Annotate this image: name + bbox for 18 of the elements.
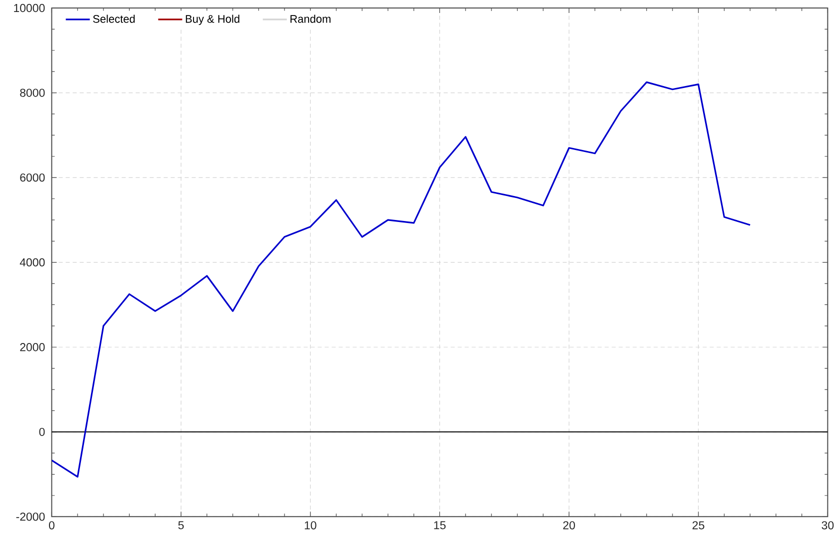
x-tick-label: 30 bbox=[822, 521, 834, 530]
x-tick-label: 10 bbox=[304, 521, 316, 530]
legend-label: Random bbox=[290, 14, 330, 23]
y-tick-label: 8000 bbox=[20, 88, 45, 97]
x-tick-label: 15 bbox=[434, 521, 446, 530]
legend-label: Selected bbox=[93, 14, 135, 23]
line-series bbox=[52, 81, 751, 478]
x-tick-label: 5 bbox=[178, 521, 184, 530]
y-tick-label: 0 bbox=[39, 428, 45, 436]
y-tick-label: 2000 bbox=[20, 343, 45, 352]
y-tick-label: 6000 bbox=[20, 173, 45, 182]
x-tick-label: 25 bbox=[692, 521, 704, 530]
y-tick-label: 10000 bbox=[14, 4, 45, 12]
x-tick-label: 20 bbox=[563, 521, 575, 530]
legend-label: Buy & Hold bbox=[186, 14, 240, 25]
y-tick-label: 4000 bbox=[20, 258, 45, 266]
x-tick-label: 0 bbox=[48, 521, 54, 530]
y-tick-label: -2000 bbox=[16, 512, 45, 521]
